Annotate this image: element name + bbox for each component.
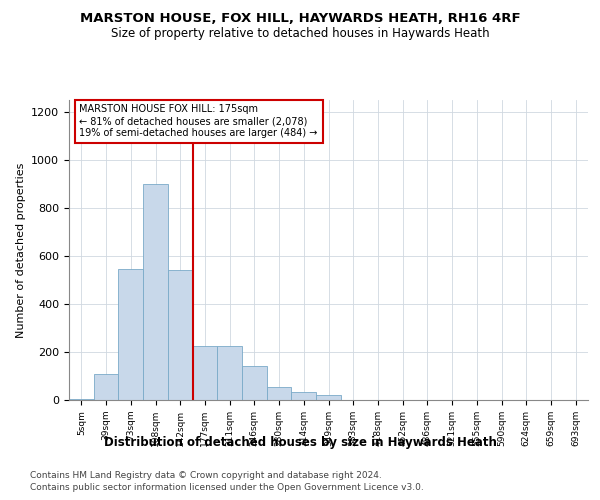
Text: Size of property relative to detached houses in Haywards Heath: Size of property relative to detached ho… — [110, 28, 490, 40]
Bar — [267, 387, 292, 400]
Bar — [217, 346, 242, 400]
Bar — [143, 184, 168, 400]
Bar — [242, 366, 267, 400]
Bar — [316, 395, 341, 400]
Bar — [69, 399, 94, 400]
Bar — [193, 346, 217, 400]
Text: Contains HM Land Registry data © Crown copyright and database right 2024.: Contains HM Land Registry data © Crown c… — [30, 470, 382, 480]
Text: Distribution of detached houses by size in Haywards Heath: Distribution of detached houses by size … — [104, 436, 496, 449]
Bar — [168, 270, 193, 400]
Bar — [118, 269, 143, 400]
Text: MARSTON HOUSE, FOX HILL, HAYWARDS HEATH, RH16 4RF: MARSTON HOUSE, FOX HILL, HAYWARDS HEATH,… — [80, 12, 520, 26]
Bar — [94, 374, 118, 400]
Text: MARSTON HOUSE FOX HILL: 175sqm
← 81% of detached houses are smaller (2,078)
19% : MARSTON HOUSE FOX HILL: 175sqm ← 81% of … — [79, 104, 318, 138]
Bar — [292, 392, 316, 400]
Y-axis label: Number of detached properties: Number of detached properties — [16, 162, 26, 338]
Text: Contains public sector information licensed under the Open Government Licence v3: Contains public sector information licen… — [30, 483, 424, 492]
